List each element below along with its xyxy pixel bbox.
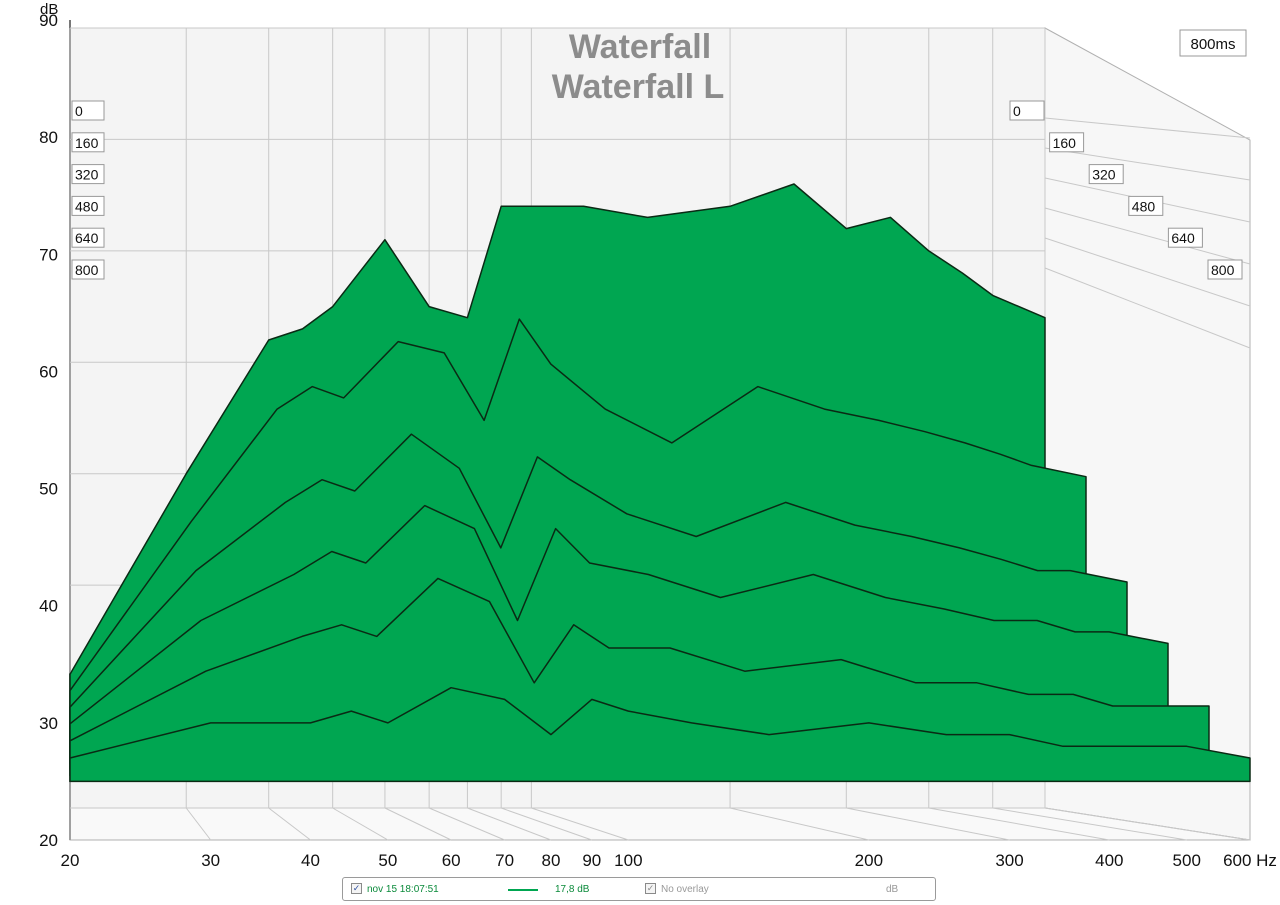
time-tick-right: 320 — [1088, 164, 1124, 185]
chart-subtitle: Waterfall L — [552, 68, 725, 106]
y-tick-label: 90 — [39, 11, 58, 30]
y-tick-label: 20 — [39, 831, 58, 850]
floor-gridline — [332, 807, 389, 841]
time-gridline — [1044, 147, 1251, 181]
svg-text:160: 160 — [1053, 135, 1077, 151]
time-tick-left: 480 — [71, 195, 105, 216]
svg-text:0: 0 — [75, 103, 83, 119]
x-tick-label: 200 — [855, 851, 883, 870]
svg-text:320: 320 — [75, 167, 99, 183]
svg-text:640: 640 — [1171, 230, 1195, 246]
y-tick-label: 30 — [39, 714, 58, 733]
floor-gridline — [384, 807, 452, 841]
svg-text:800: 800 — [1211, 262, 1235, 278]
floor-gridline — [729, 807, 869, 841]
x-tick-label: 40 — [301, 851, 320, 870]
x-tick-label: 80 — [541, 851, 560, 870]
y-tick-label: 60 — [39, 362, 58, 381]
x-tick-label: 70 — [495, 851, 514, 870]
time-range-badge: 800ms — [1179, 29, 1247, 57]
y-axis-unit-label: dB — [40, 1, 58, 18]
time-gridline — [1044, 207, 1251, 265]
x-tick-label: 100 — [614, 851, 642, 870]
floor-gridline — [531, 807, 629, 841]
x-tick-label: 30 — [201, 851, 220, 870]
y-tick-label: 40 — [39, 597, 58, 616]
floor-gridline — [1044, 807, 1251, 841]
time-tick-right: 480 — [1128, 195, 1164, 216]
time-tick-right: 640 — [1167, 227, 1203, 248]
measurement-value: 17,8 dB — [555, 884, 590, 895]
svg-text:480: 480 — [1132, 198, 1156, 214]
time-tick-left: 320 — [71, 164, 105, 185]
time-gridline — [1044, 237, 1251, 307]
measurement-name: nov 15 18:07:51 — [367, 884, 439, 895]
time-tick-left: 800 — [71, 259, 105, 280]
x-tick-label: 50 — [378, 851, 397, 870]
time-tick-right: 160 — [1049, 132, 1085, 153]
series-slice — [69, 686, 1251, 783]
x-tick-label: 400 — [1095, 851, 1123, 870]
overlay-checkbox[interactable]: ✓ — [645, 883, 656, 894]
x-tick-label: 20 — [61, 851, 80, 870]
time-gridline — [1044, 267, 1251, 349]
y-tick-label: 80 — [39, 128, 58, 147]
series-swatch — [508, 889, 538, 891]
measurement-checkbox[interactable]: ✓ — [351, 883, 362, 894]
svg-text:160: 160 — [75, 135, 99, 151]
floor-gridline — [428, 807, 505, 841]
time-gridline — [1044, 117, 1251, 139]
svg-text:0: 0 — [1013, 103, 1021, 119]
waterfall-surface — [69, 183, 1251, 783]
svg-text:320: 320 — [1092, 167, 1116, 183]
x-tick-label: 300 — [995, 851, 1023, 870]
floor-gridline — [268, 807, 311, 841]
svg-text:480: 480 — [75, 198, 99, 214]
x-tick-label: 60 — [442, 851, 461, 870]
floor-gridline — [928, 807, 1110, 841]
overlay-label: No overlay — [661, 884, 709, 895]
svg-text:640: 640 — [75, 230, 99, 246]
time-tick-left: 0 — [71, 100, 105, 121]
floor-gridline — [467, 807, 552, 841]
x-tick-label: 600 Hz — [1223, 851, 1277, 870]
floor-gridline — [185, 807, 212, 841]
y-tick-label: 50 — [39, 480, 58, 499]
unit-label: dB — [886, 884, 899, 895]
x-tick-label: 90 — [582, 851, 601, 870]
time-range-label: 800ms — [1190, 36, 1235, 53]
time-tick-left: 160 — [71, 132, 105, 153]
legend-bar: ✓ nov 15 18:07:51 17,8 dB ✓ No overlay d… — [342, 877, 936, 901]
y-tick-label: 70 — [39, 245, 58, 264]
chart-title: Waterfall — [569, 28, 711, 66]
floor-gridline — [500, 807, 592, 841]
x-tick-label: 500 — [1173, 851, 1201, 870]
time-tick-right: 0 — [1009, 100, 1045, 121]
svg-text:800: 800 — [75, 262, 99, 278]
time-tick-right: 800 — [1207, 259, 1243, 280]
time-tick-left: 640 — [71, 227, 105, 248]
floor-gridline — [846, 807, 1010, 841]
floor-gridline — [992, 807, 1187, 841]
